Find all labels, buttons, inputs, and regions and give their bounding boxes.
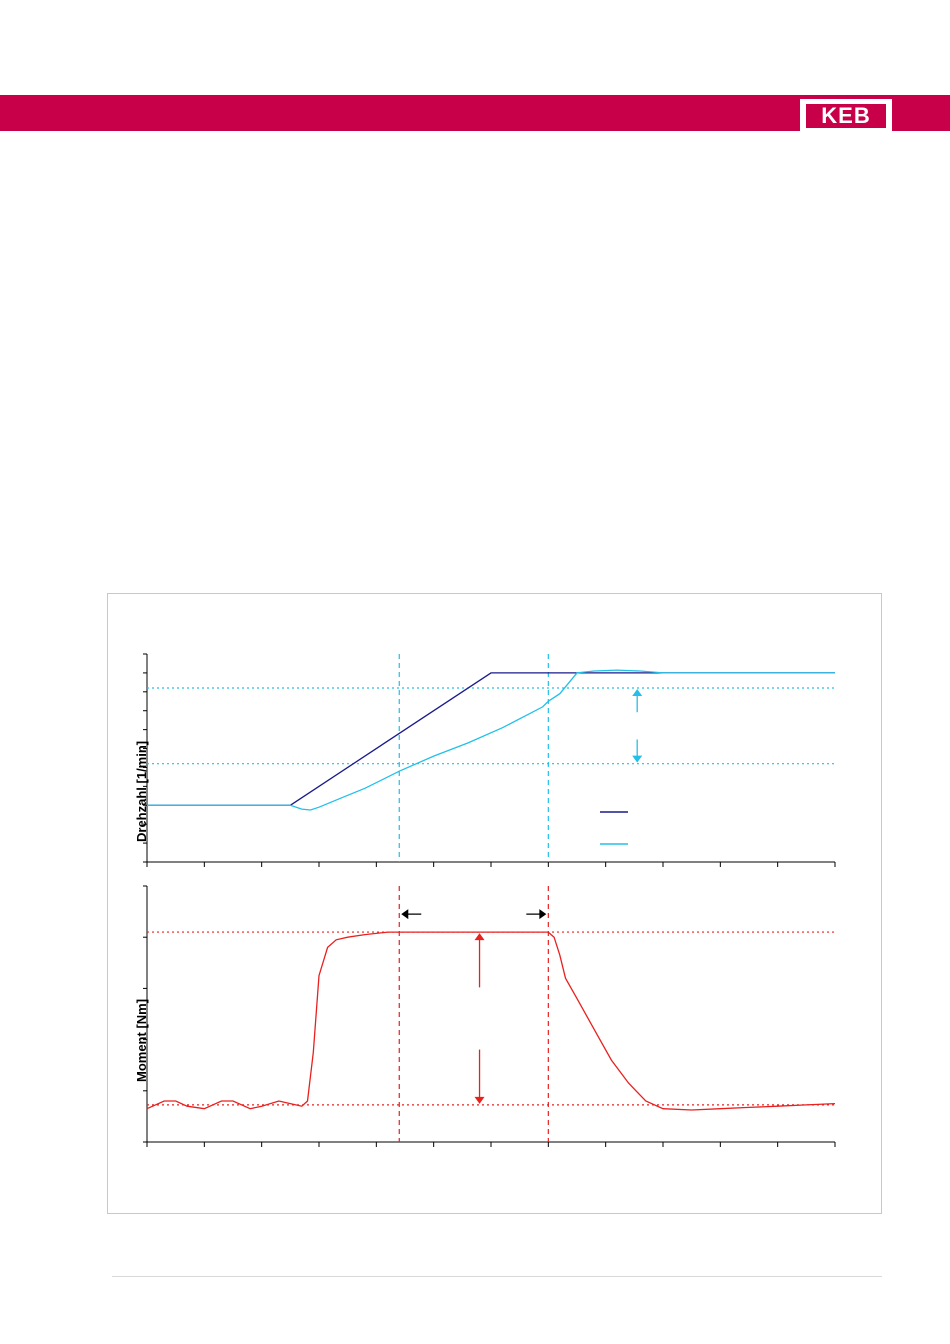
- header-bar: [0, 95, 950, 131]
- interval-arrow-left-head: [401, 909, 409, 920]
- keb-logo: KEB: [800, 99, 892, 131]
- torque-y-axis-label: Moment [Nm]: [134, 999, 149, 1082]
- speed-dim-arrow-head-up: [632, 689, 643, 697]
- figure-frame: [107, 593, 882, 1214]
- logo-text: KEB: [806, 104, 886, 128]
- interval-arrow-right-head: [539, 909, 547, 920]
- torque-dim-arrow-head-down: [474, 1096, 485, 1104]
- speed-series-line-1: [147, 669, 835, 811]
- torque-series-line-0: [146, 931, 836, 1111]
- torque-dim-arrow-head-up: [474, 933, 485, 941]
- speed-dim-arrow-head-down: [632, 755, 643, 763]
- speed-y-axis-label: Drehzahl [1/min]: [134, 741, 149, 842]
- footer-rule: [112, 1276, 882, 1277]
- speed-series-line-0: [147, 672, 835, 806]
